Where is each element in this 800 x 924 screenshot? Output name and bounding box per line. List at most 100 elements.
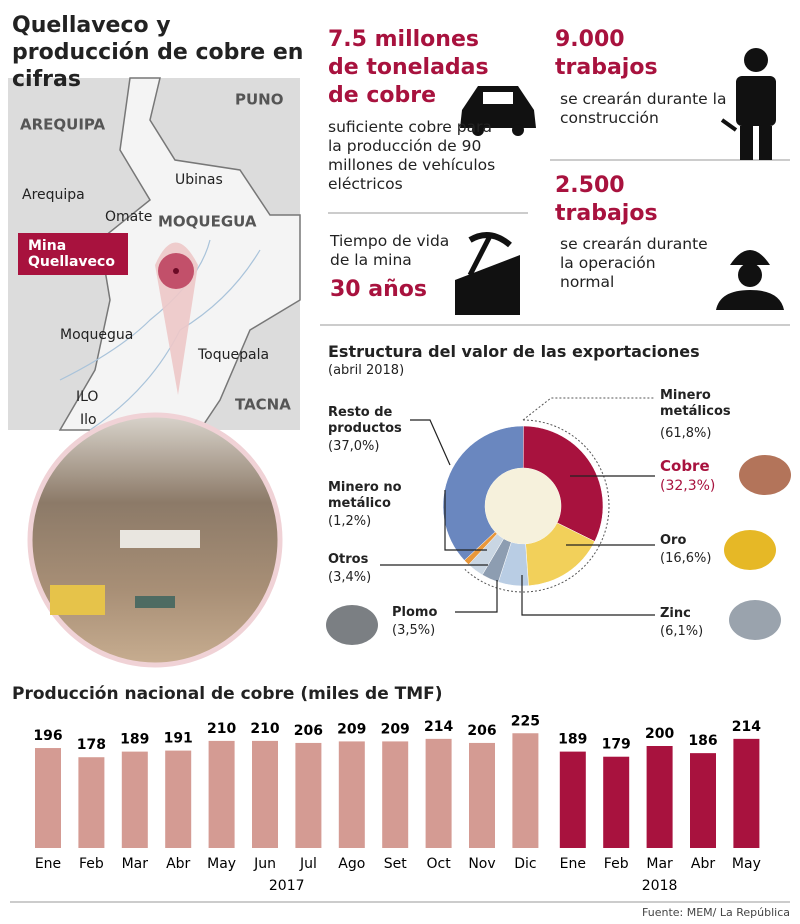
bar bbox=[646, 746, 673, 848]
bar-value-label: 209 bbox=[381, 721, 410, 737]
bar bbox=[382, 741, 409, 848]
mineral-image bbox=[739, 455, 791, 495]
bar bbox=[252, 740, 278, 848]
bar bbox=[208, 740, 235, 848]
donut-value-label: (3,4%) bbox=[328, 570, 372, 585]
donut-label: Plomo bbox=[392, 605, 438, 620]
bar-value-label: 214 bbox=[424, 719, 453, 735]
donut-value-label: (1,2%) bbox=[328, 514, 372, 529]
x-tick-label: May bbox=[207, 856, 236, 872]
donut-value-label: (3,5%) bbox=[392, 623, 436, 638]
x-tick-label: Oct bbox=[426, 856, 451, 872]
fact-text: suficiente cobre para la producción de 9… bbox=[328, 118, 496, 193]
photo-building bbox=[120, 530, 200, 548]
x-tick-label: Ene bbox=[35, 856, 61, 872]
river bbox=[59, 239, 211, 381]
donut-value-label: (32,3%) bbox=[660, 478, 716, 494]
leader bbox=[410, 419, 451, 466]
bar-value-label: 206 bbox=[294, 723, 323, 739]
mine-dot bbox=[173, 268, 179, 274]
donut-value-label: (6,1%) bbox=[660, 624, 704, 639]
bar bbox=[469, 742, 495, 848]
bar-value-label: 210 bbox=[250, 721, 279, 737]
bar-value-label: 210 bbox=[207, 721, 236, 737]
bar bbox=[559, 751, 586, 848]
leader bbox=[521, 575, 655, 616]
bar bbox=[425, 738, 452, 848]
leader bbox=[455, 580, 498, 613]
x-tick-label: Abr bbox=[166, 856, 190, 872]
mineral-image bbox=[724, 530, 776, 570]
bar bbox=[603, 756, 630, 848]
page-title: Quellaveco y producción de cobre en cifr… bbox=[12, 13, 304, 92]
bar-value-label: 225 bbox=[511, 713, 540, 729]
x-tick-label: Mar bbox=[646, 856, 673, 872]
x-tick-label: Ene bbox=[560, 856, 586, 872]
fact-headline: 30 años bbox=[330, 277, 427, 302]
x-tick-label: Feb bbox=[79, 856, 104, 872]
bar-value-label: 186 bbox=[688, 733, 717, 749]
bar bbox=[733, 738, 760, 848]
map-label: PUNO bbox=[235, 91, 283, 109]
map-label: Ubinas bbox=[175, 172, 223, 188]
bar-value-label: 200 bbox=[645, 726, 674, 742]
fact-text: se crearán durante la operación normal bbox=[560, 235, 708, 291]
year-label: 2017 bbox=[269, 878, 305, 894]
mine-label-box bbox=[18, 233, 128, 275]
fact-text: se crearán durante la construcción bbox=[560, 90, 727, 127]
x-tick-label: Feb bbox=[604, 856, 629, 872]
x-tick-label: Jul bbox=[299, 856, 317, 872]
photo-building bbox=[50, 585, 105, 615]
fact-headline: 7.5 millones de toneladas de cobre bbox=[328, 27, 489, 108]
map-label: MOQUEGUA bbox=[158, 213, 257, 231]
map-label: Omate bbox=[105, 209, 152, 225]
donut-label: Otros bbox=[328, 552, 369, 567]
donut-center bbox=[485, 468, 561, 544]
map-label: Toquepala bbox=[197, 347, 269, 363]
map-label: Moquegua bbox=[60, 327, 133, 343]
group-label: Minero metálicos bbox=[660, 388, 731, 419]
map-label: Arequipa bbox=[22, 187, 85, 203]
map-label: ILO bbox=[76, 389, 98, 405]
x-tick-label: Nov bbox=[468, 856, 495, 872]
donut-subtitle: (abril 2018) bbox=[328, 363, 405, 378]
helmet-icon bbox=[716, 250, 784, 310]
fact-headline: 9.000 trabajos bbox=[555, 27, 658, 80]
bar bbox=[690, 753, 716, 848]
bar bbox=[165, 750, 192, 848]
year-label: 2018 bbox=[642, 878, 678, 894]
leader bbox=[522, 397, 655, 421]
bar-value-label: 191 bbox=[164, 731, 193, 747]
fact-headline: 2.500 trabajos bbox=[555, 173, 658, 226]
car-icon bbox=[460, 86, 536, 136]
bar-title: Producción nacional de cobre (miles de T… bbox=[12, 684, 443, 704]
x-tick-label: May bbox=[732, 856, 761, 872]
donut-label: Resto de productos bbox=[328, 405, 402, 436]
x-tick-label: Jun bbox=[253, 856, 276, 872]
bar bbox=[121, 751, 148, 848]
donut-label: Zinc bbox=[660, 606, 691, 621]
bar bbox=[295, 742, 322, 848]
bar-value-label: 189 bbox=[558, 732, 587, 748]
bar-value-label: 189 bbox=[120, 732, 149, 748]
donut-value-label: (37,0%) bbox=[328, 439, 380, 454]
x-tick-label: Set bbox=[384, 856, 408, 872]
mine-label: Mina Quellaveco bbox=[28, 238, 115, 270]
x-tick-label: Mar bbox=[122, 856, 149, 872]
bar-value-label: 178 bbox=[77, 737, 106, 753]
donut-label: Minero no metálico bbox=[328, 480, 402, 511]
source: Fuente: MEM/ La República bbox=[642, 906, 790, 919]
bar-value-label: 179 bbox=[602, 737, 631, 753]
map-label: Ilo bbox=[80, 412, 97, 428]
bar bbox=[512, 733, 539, 848]
mineral-image bbox=[326, 605, 378, 645]
map-label: TACNA bbox=[235, 396, 291, 414]
bar bbox=[35, 748, 61, 848]
bar-value-label: 196 bbox=[33, 728, 62, 744]
donut-title: Estructura del valor de las exportacione… bbox=[328, 342, 700, 361]
fact-text: Tiempo de vida de la mina bbox=[330, 232, 450, 269]
x-tick-label: Dic bbox=[514, 856, 536, 872]
group-value-label: (61,8%) bbox=[660, 426, 712, 441]
